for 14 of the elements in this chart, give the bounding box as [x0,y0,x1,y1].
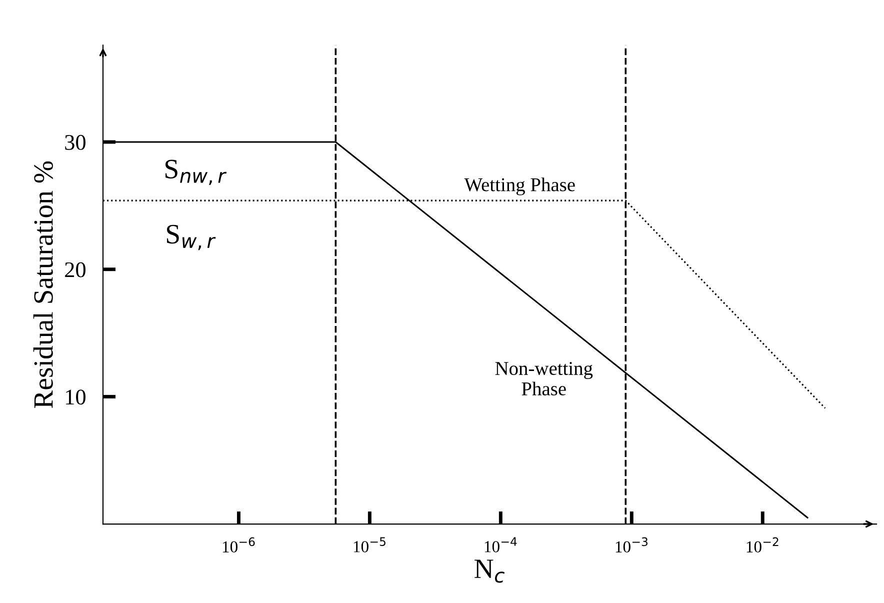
x-tick-label: 10$^{−2}$ [746,537,778,552]
annotation: Wetting Phase [464,178,575,196]
x-tick-label: 10$^{−5}$ [354,537,386,552]
annotation: S$_{w,r}$ [166,224,216,250]
y-tick-label: 10 [66,390,86,405]
x-tick-label: 10$^{−3}$ [616,537,648,552]
y-axis-title: Residual Saturation % [33,161,53,408]
x-tick-label: 10$^{−4}$ [484,537,517,552]
annotation: S$_{nw,r}$ [166,160,227,186]
x-tick-label: 10$^{−6}$ [222,537,255,552]
x-axis-title: N$_{c}$ [474,560,505,583]
annotation: Non-wetting Phase [495,362,593,396]
y-tick-label: 20 [65,262,86,278]
y-tick-label: 30 [65,134,86,150]
